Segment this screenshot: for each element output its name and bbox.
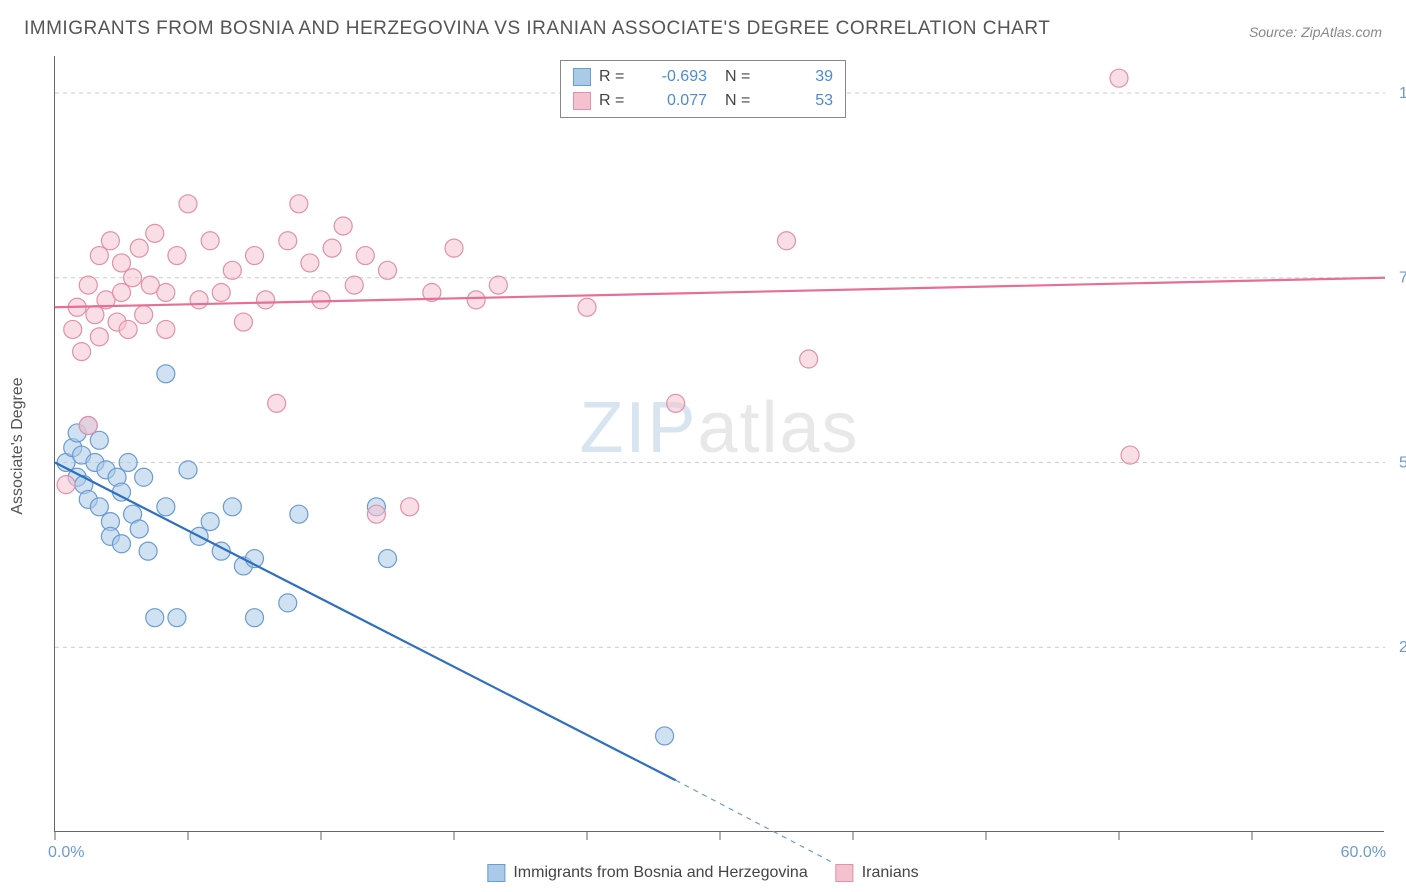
r-value-bosnia: -0.693 (647, 65, 707, 89)
chart-title: IMMIGRANTS FROM BOSNIA AND HERZEGOVINA V… (24, 18, 1050, 40)
legend-label-iranians: Iranians (862, 864, 919, 882)
r-label: R = (599, 65, 639, 89)
legend-item-iranians: Iranians (836, 864, 919, 882)
plot-area: ZIPatlas 25.0%50.0%75.0%100.0% (54, 56, 1384, 832)
x-min-label: 0.0% (48, 844, 84, 862)
svg-text:100.0%: 100.0% (1399, 85, 1406, 102)
n-label: N = (725, 65, 765, 89)
x-max-label: 60.0% (1341, 844, 1386, 862)
r-label: R = (599, 89, 639, 113)
swatch-iranians (573, 92, 591, 110)
legend-label-bosnia: Immigrants from Bosnia and Herzegovina (513, 864, 807, 882)
svg-text:50.0%: 50.0% (1399, 454, 1406, 471)
legend-row-iranians: R = 0.077 N = 53 (573, 89, 833, 113)
series-legend: Immigrants from Bosnia and Herzegovina I… (487, 864, 918, 882)
svg-text:75.0%: 75.0% (1399, 270, 1406, 287)
n-value-bosnia: 39 (773, 65, 833, 89)
swatch-bosnia (487, 864, 505, 882)
svg-text:25.0%: 25.0% (1399, 639, 1406, 656)
legend-row-bosnia: R = -0.693 N = 39 (573, 65, 833, 89)
chart-canvas: 25.0%50.0%75.0%100.0% (55, 56, 1384, 831)
legend-item-bosnia: Immigrants from Bosnia and Herzegovina (487, 864, 807, 882)
swatch-bosnia (573, 68, 591, 86)
swatch-iranians (836, 864, 854, 882)
correlation-legend: R = -0.693 N = 39 R = 0.077 N = 53 (560, 60, 846, 118)
n-label: N = (725, 89, 765, 113)
n-value-iranians: 53 (773, 89, 833, 113)
r-value-iranians: 0.077 (647, 89, 707, 113)
y-axis-label: Associate's Degree (9, 377, 27, 514)
source-attribution: Source: ZipAtlas.com (1249, 24, 1382, 40)
